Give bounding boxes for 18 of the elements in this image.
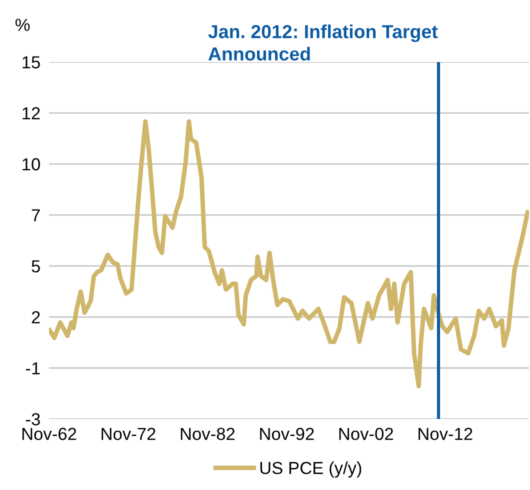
- y-tick-label: 5: [32, 260, 40, 272]
- x-tick-label: Nov-82: [180, 428, 235, 440]
- y-tick-label: -3: [26, 413, 40, 426]
- x-tick-label: Nov-72: [102, 428, 156, 440]
- x-tick-label: Nov-62: [22, 428, 76, 440]
- y-tick-label: 15: [22, 56, 40, 68]
- ref-line-label: Jan. 2012: Inflation Target Announced: [208, 24, 438, 61]
- legend-label: US PCE (y/y): [260, 461, 362, 478]
- line-series: [49, 119, 529, 388]
- x-tick-label: Nov-02: [339, 428, 394, 440]
- y-tick-label: 12: [22, 107, 40, 120]
- x-tick-label: Nov-12: [418, 428, 472, 440]
- y-tick-label: 2: [32, 311, 40, 324]
- y-tick-label: 7: [32, 209, 40, 222]
- y-tick-label: 10: [22, 158, 40, 170]
- x-tick-label: Nov-92: [260, 428, 314, 440]
- y-tick-label: -1: [26, 362, 40, 374]
- y-axis-title: %: [16, 18, 30, 31]
